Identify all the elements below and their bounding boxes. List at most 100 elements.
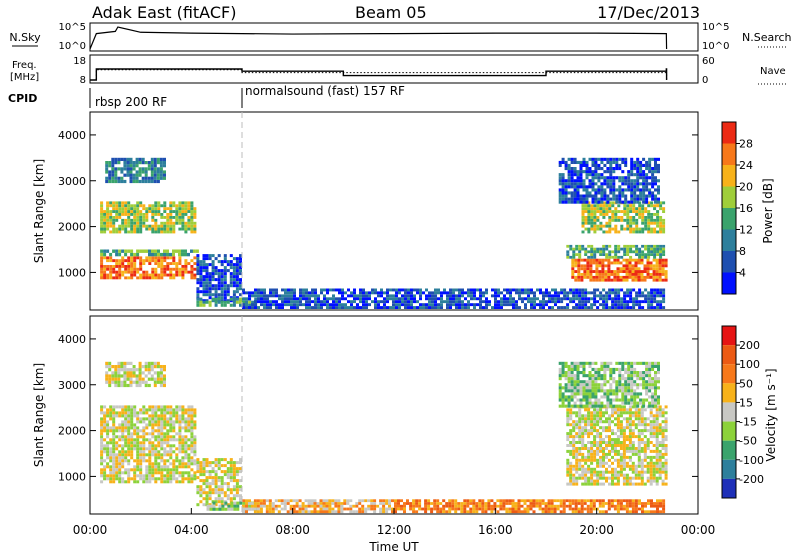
range-cell	[199, 485, 203, 489]
range-cell	[647, 244, 651, 248]
range-cell	[103, 276, 107, 280]
range-cell	[661, 482, 665, 486]
range-cell	[156, 179, 160, 184]
range-cell	[643, 429, 647, 433]
range-cell	[566, 420, 570, 424]
range-cell	[141, 157, 145, 161]
range-cell	[193, 213, 197, 216]
range-cell	[281, 294, 284, 298]
range-cell	[659, 244, 663, 248]
range-cell	[130, 441, 134, 445]
range-cell	[614, 458, 617, 462]
range-cell	[151, 465, 155, 469]
range-cell	[365, 294, 368, 298]
range-cell	[649, 267, 653, 271]
range-cell	[187, 423, 191, 427]
colorbar-swatch	[722, 143, 736, 165]
range-cell	[283, 507, 287, 511]
range-cell	[229, 464, 233, 468]
range-cell	[124, 420, 128, 424]
range-cell	[274, 499, 278, 503]
range-cell	[100, 252, 104, 257]
range-cell	[599, 455, 603, 459]
range-cell	[133, 477, 137, 481]
range-cell	[160, 265, 164, 268]
noise-panel: N.Sky N.Search 10^5 10^0 10^5 10^0	[9, 22, 791, 52]
range-cell	[145, 218, 149, 222]
range-cell	[166, 444, 170, 448]
range-cell	[490, 510, 494, 514]
range-cell	[202, 281, 206, 285]
range-cell	[150, 164, 154, 168]
range-cell	[130, 207, 134, 211]
range-cell	[232, 284, 236, 288]
range-cell	[124, 450, 128, 454]
range-cell	[564, 361, 568, 365]
range-cell	[236, 507, 240, 511]
range-cell	[638, 253, 642, 256]
range-cell	[163, 423, 167, 427]
range-cell	[296, 306, 299, 309]
range-cell	[628, 444, 632, 447]
range-cell	[133, 411, 137, 415]
range-cell	[569, 429, 573, 433]
range-cell	[599, 221, 603, 225]
range-cell	[135, 374, 139, 378]
range-cell	[616, 270, 620, 273]
range-cell	[454, 499, 458, 503]
range-cell	[637, 482, 641, 486]
range-cell	[115, 252, 119, 257]
range-cell	[644, 224, 648, 228]
range-cell	[649, 455, 653, 459]
range-cell	[232, 479, 236, 483]
range-cell	[572, 420, 576, 424]
range-cell	[628, 417, 632, 421]
range-cell	[647, 201, 651, 205]
range-cell	[127, 267, 131, 271]
range-cell	[187, 420, 191, 424]
range-cell	[169, 227, 173, 231]
range-cell	[343, 499, 347, 503]
range-cell	[567, 364, 571, 368]
range-cell	[105, 380, 109, 384]
range-cell	[169, 408, 173, 412]
range-cell	[632, 221, 636, 225]
range-cell	[151, 252, 154, 257]
range-cell	[605, 408, 608, 412]
range-cell	[328, 510, 332, 514]
range-cell	[664, 270, 668, 273]
range-cell	[558, 395, 562, 399]
range-cell	[655, 455, 659, 459]
range-cell	[431, 306, 434, 309]
range-cell	[193, 450, 197, 454]
range-cell	[656, 218, 660, 222]
range-cell	[223, 284, 227, 288]
range-cell	[587, 300, 591, 304]
range-cell	[181, 218, 185, 222]
range-cell	[154, 414, 158, 418]
range-cell	[440, 297, 443, 301]
range-cell	[620, 247, 624, 251]
range-cell	[145, 453, 149, 457]
range-cell	[220, 269, 224, 273]
range-cell	[437, 288, 440, 292]
range-cell	[212, 504, 216, 508]
range-cell	[573, 386, 577, 390]
range-cell	[103, 267, 107, 271]
range-cell	[558, 361, 562, 365]
range-cell	[196, 300, 200, 304]
range-cell	[130, 417, 134, 421]
range-cell	[614, 303, 618, 307]
range-cell	[112, 438, 116, 442]
range-cell	[124, 408, 128, 412]
range-cell	[286, 510, 290, 514]
range-cell	[217, 278, 221, 282]
range-cell	[557, 297, 560, 301]
range-cell	[579, 185, 583, 189]
range-cell	[100, 435, 104, 439]
range-cell	[190, 405, 194, 409]
range-cell	[232, 275, 236, 279]
range-cell	[208, 461, 212, 465]
noise-right-tick-top: 10^5	[702, 22, 729, 33]
range-cell	[485, 288, 488, 292]
